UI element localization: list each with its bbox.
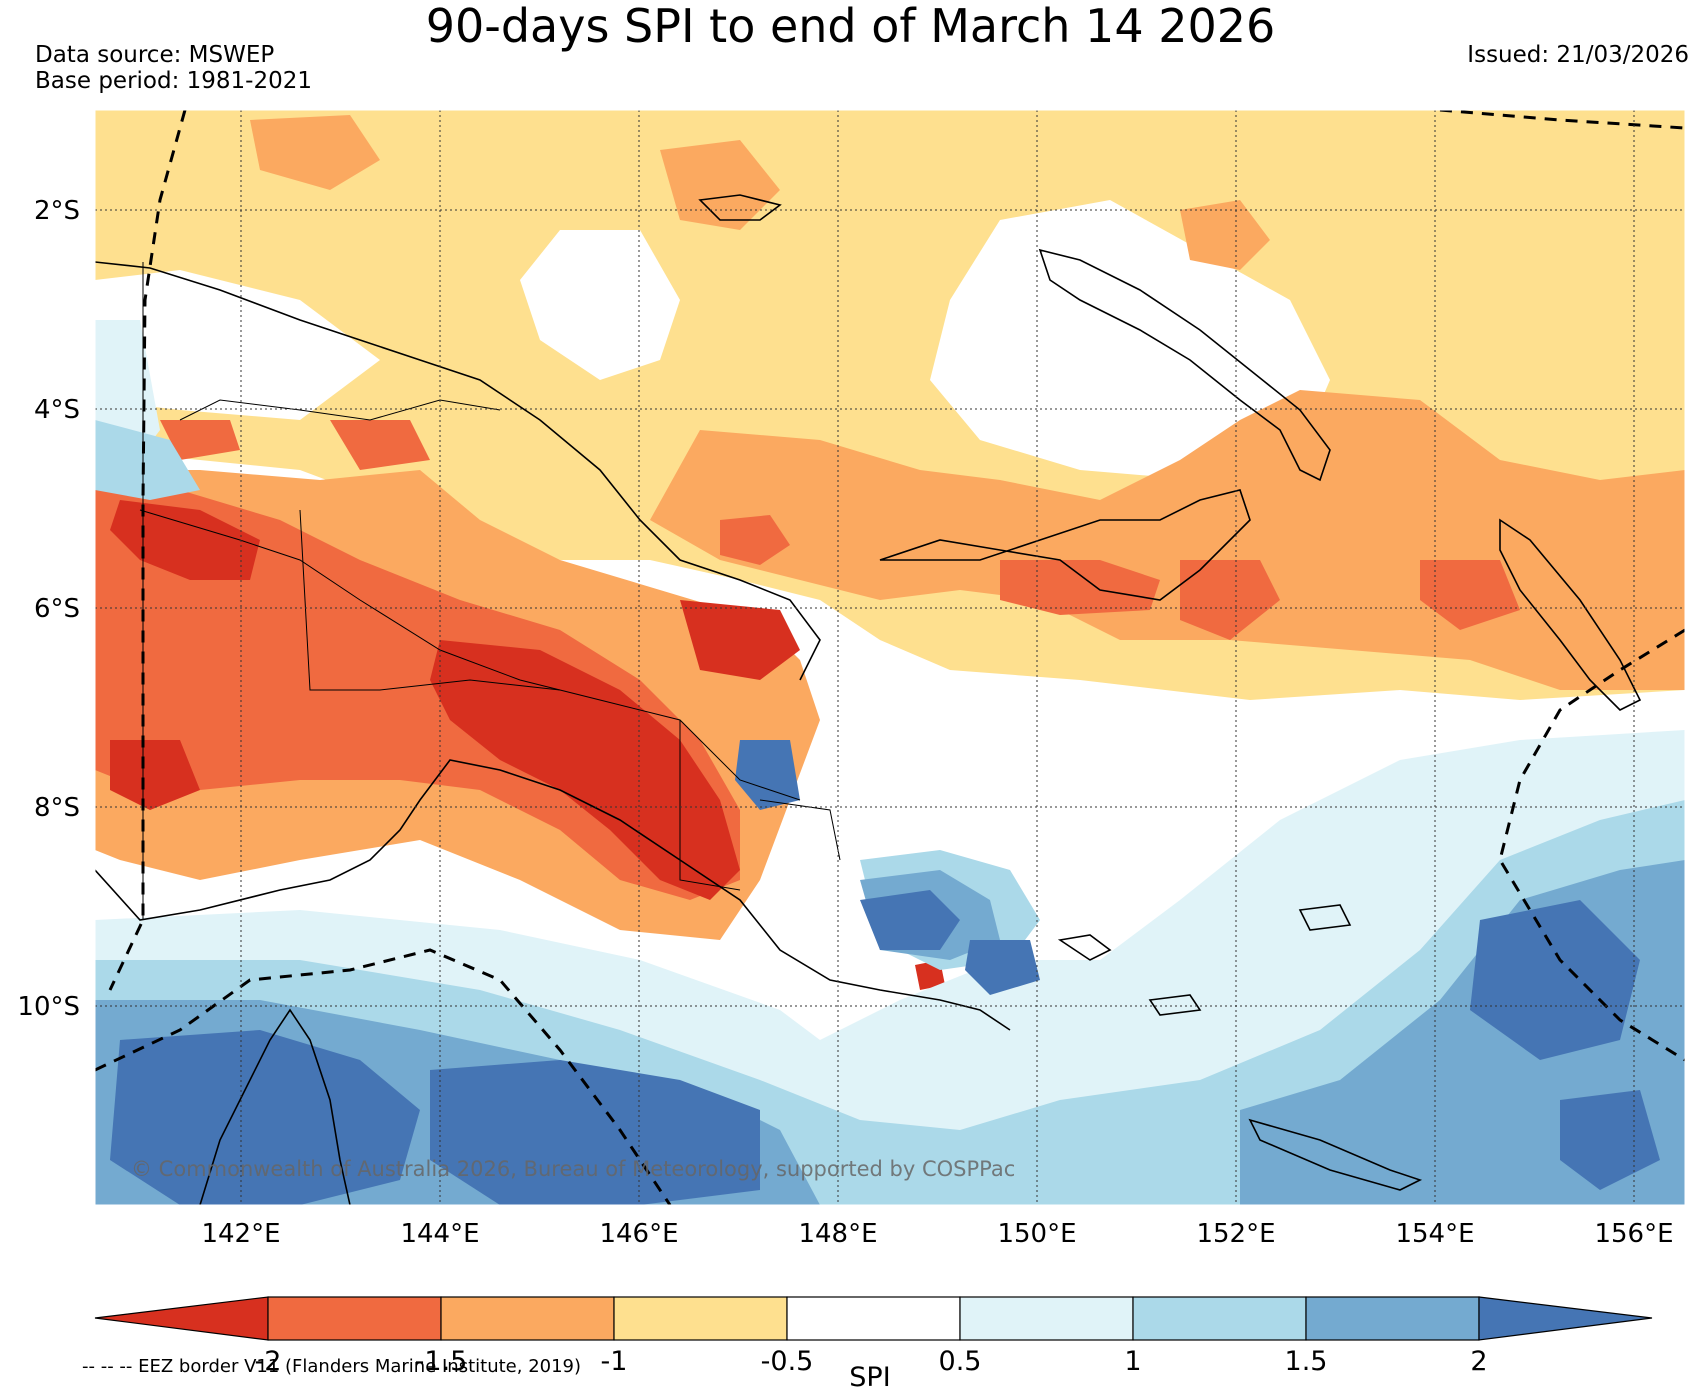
spi-dry-severe: [1420, 560, 1520, 630]
lon-label: 148°E: [798, 1219, 877, 1249]
bougainville-coast: [1499, 518, 1642, 711]
spi-dry-moderate: [1180, 200, 1270, 270]
colorbar-extend-high: [1478, 1296, 1653, 1341]
spi-neutral-patch: [520, 230, 680, 380]
eez-border-west: [108, 110, 187, 991]
spi-dry-moderate: [660, 140, 780, 230]
data-source-text: Data source: MSWEP: [35, 42, 275, 68]
spi-dry-severe: [1180, 560, 1280, 640]
cape-york-coast: [199, 1008, 351, 1205]
eez-borders: [95, 110, 1685, 1205]
latitude-labels: 2°S 4°S 6°S 8°S 10°S: [17, 196, 80, 1022]
spi-dry-severe: [720, 515, 790, 565]
base-period-text: Base period: 1981-2021: [35, 68, 313, 94]
lat-label: 2°S: [34, 196, 80, 226]
gridlines: [95, 110, 1685, 1205]
manus-coast: [698, 194, 782, 221]
lon-label: 156°E: [1594, 1219, 1673, 1249]
colorbar-extend-low: [94, 1296, 269, 1341]
colorbar-bin: [786, 1296, 961, 1341]
new-guinea-south-coast: [95, 759, 1011, 1031]
colorbar-tick: -1.5: [415, 1346, 468, 1377]
lon-label: 154°E: [1395, 1219, 1474, 1249]
spi-wet-extreme: [860, 890, 960, 950]
map-frame: [94, 109, 1686, 1206]
lat-label: 4°S: [34, 395, 80, 425]
issued-date: Issued: 21/03/2026: [1467, 42, 1689, 68]
new-britain-coast: [879, 489, 1251, 601]
spi-dry-severe: [160, 420, 240, 460]
milne-bay-islands: [1057, 904, 1352, 1016]
spi-wet-extreme: [1560, 1090, 1660, 1190]
colorbar-tick: 1: [1124, 1346, 1141, 1377]
spi-dry-severe: [1000, 560, 1160, 615]
lat-label: 10°S: [17, 992, 80, 1022]
eez-border-east: [1498, 628, 1685, 1062]
new-guinea-north-coast: [95, 261, 821, 681]
colorbar: -2 -1.5 -1 -0.5 0.5 1 1.5 2: [94, 1296, 1653, 1377]
colorbar-bin: [1305, 1296, 1480, 1341]
spi-neutral-patch: [95, 270, 380, 420]
colorbar-tick: 2: [1470, 1346, 1487, 1377]
spi-dry-severe: [330, 420, 430, 470]
lat-label: 8°S: [34, 793, 80, 823]
spi-dry-extreme: [430, 640, 740, 900]
spi-wet-moderate: [95, 420, 200, 500]
spi-dry-moderate: [650, 390, 1685, 690]
colorbar-bin: [959, 1296, 1134, 1341]
map-title: 90-days SPI to end of March 14 2026: [425, 0, 1276, 53]
spi-dry-extreme: [110, 500, 260, 580]
colorbar-tick: 1.5: [1285, 1346, 1328, 1377]
data-source-block: Data source: MSWEP Base period: 1981-202…: [35, 42, 312, 94]
colorbar-bin: [613, 1296, 788, 1341]
lon-label: 150°E: [997, 1219, 1076, 1249]
solomon-islands-coast: [1248, 1118, 1423, 1191]
colorbar-label: SPI: [849, 1362, 891, 1393]
eez-footnote: -- -- -- EEZ border V11 (Flanders Marine…: [82, 1356, 582, 1377]
copyright-watermark: © Commonwealth of Australia 2026, Bureau…: [131, 1157, 1015, 1181]
spi-wet-extreme: [965, 940, 1040, 995]
lat-label: 6°S: [34, 594, 80, 624]
colorbar-bin: [1132, 1296, 1307, 1341]
colorbar-tick: -2: [255, 1346, 282, 1377]
colorbar-tick: -1: [601, 1346, 628, 1377]
colorbar-bin: [440, 1296, 615, 1341]
eez-border-south: [95, 948, 672, 1205]
new-ireland-coast: [1038, 248, 1331, 482]
colorbar-tick: 0.5: [939, 1346, 982, 1377]
spi-wet-extreme: [1470, 900, 1640, 1060]
colorbar-ticks: -2 -1.5 -1 -0.5 0.5 1 1.5 2: [255, 1346, 1488, 1377]
spi-neutral-patch: [930, 200, 1330, 480]
spi-dry-extreme: [110, 740, 200, 810]
lon-label: 152°E: [1196, 1219, 1275, 1249]
longitude-labels: 142°E 144°E 146°E 148°E 150°E 152°E 154°…: [201, 1219, 1673, 1249]
lon-label: 142°E: [201, 1219, 280, 1249]
spi-wet-extreme: [735, 740, 800, 810]
spi-wet-extreme: [110, 1030, 420, 1205]
colorbar-bin: [267, 1296, 442, 1341]
colorbar-tick: -0.5: [761, 1346, 814, 1377]
lon-label: 144°E: [400, 1219, 479, 1249]
spi-wet-extreme: [430, 1060, 760, 1205]
spi-dry-moderate: [250, 115, 380, 190]
spi-dry-extreme: [680, 600, 800, 680]
lon-label: 146°E: [599, 1219, 678, 1249]
spi-field: [95, 110, 1685, 1205]
coastlines: [95, 194, 1642, 1205]
